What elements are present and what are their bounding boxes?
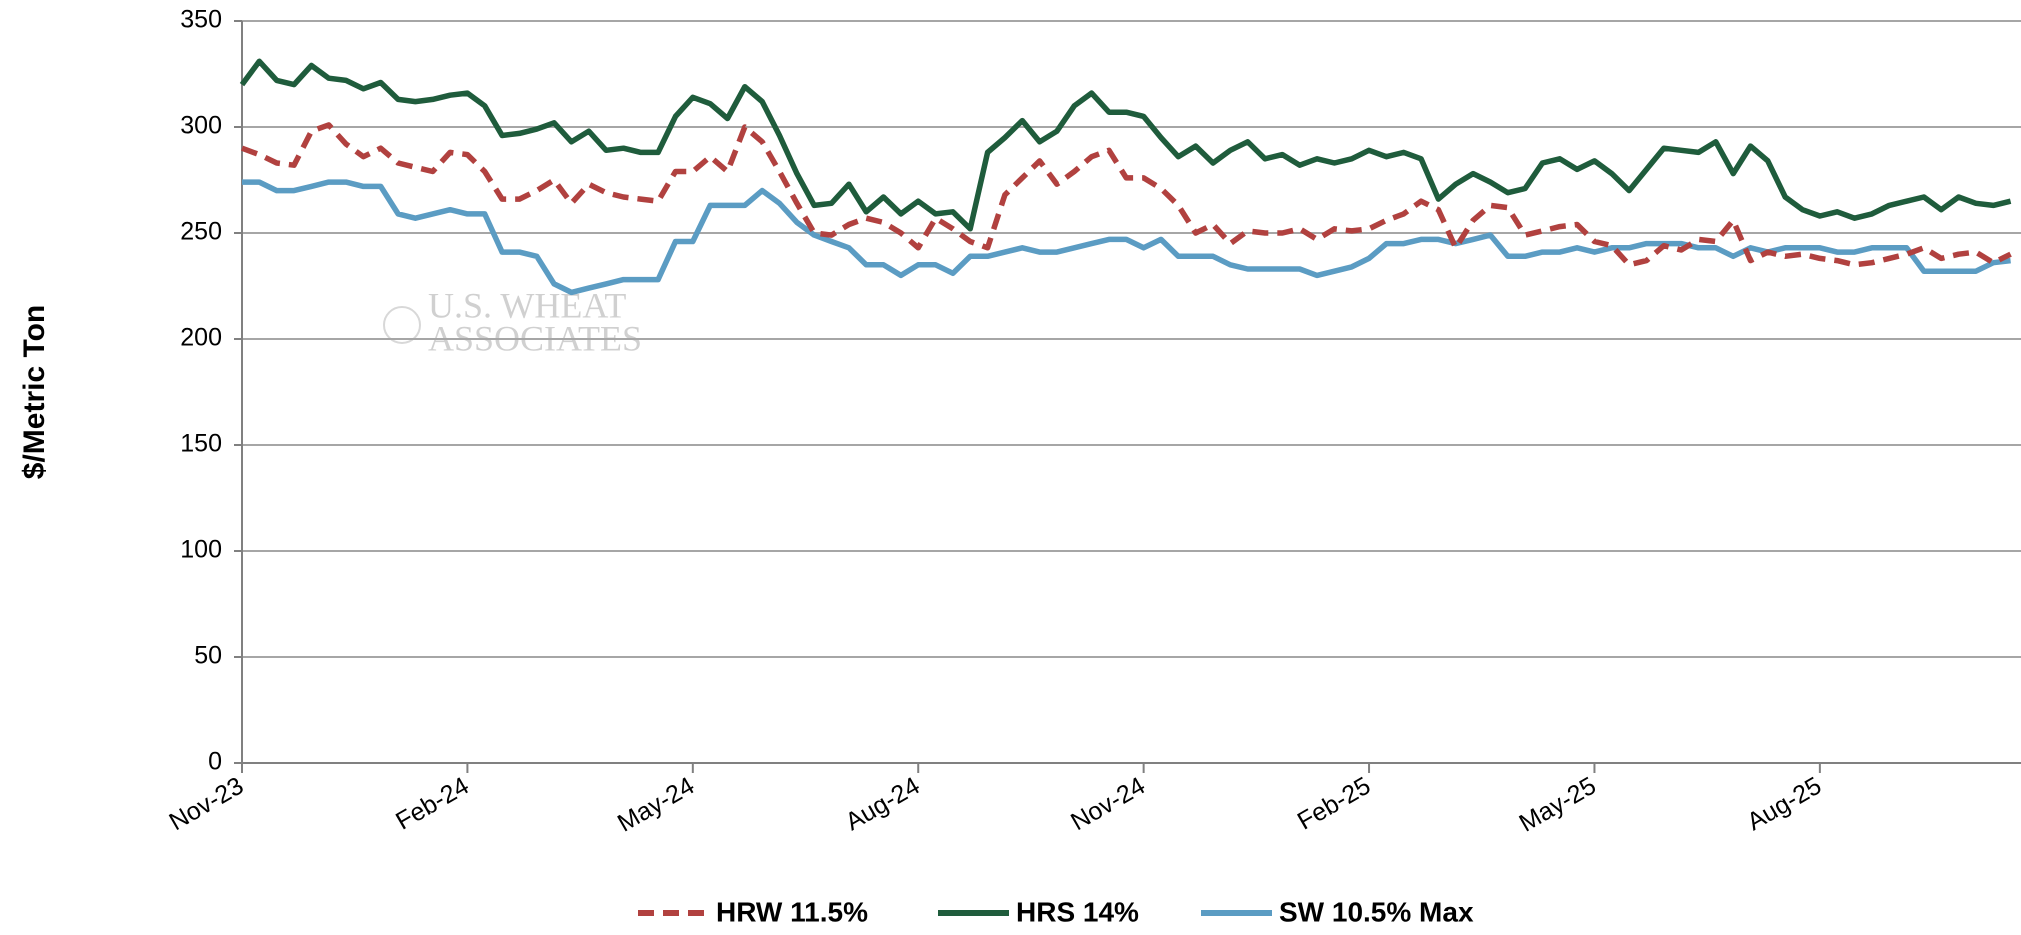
- y-tick-label: 50: [194, 642, 222, 670]
- x-tick-label: Feb-24: [391, 772, 474, 836]
- y-tick-label: 350: [180, 6, 222, 34]
- y-tick-label: 100: [180, 536, 222, 564]
- watermark-text: U.S. WHEAT: [428, 285, 626, 325]
- y-tick-label: 0: [208, 748, 222, 776]
- legend-label: SW 10.5% Max: [1279, 896, 1474, 927]
- x-tick-label: Nov-24: [1066, 772, 1150, 837]
- legend-label: HRW 11.5%: [716, 896, 868, 927]
- series-line: [241, 122, 2012, 268]
- x-tick-label: Feb-25: [1293, 772, 1376, 836]
- x-tick-label: Aug-24: [841, 772, 925, 837]
- y-tick-label: 200: [180, 324, 222, 352]
- x-tick-label: May-25: [1515, 772, 1601, 838]
- y-tick-label: 150: [180, 430, 222, 458]
- legend-label: HRS 14%: [1016, 896, 1139, 927]
- x-tick-label: Nov-23: [165, 772, 249, 837]
- y-tick-label: 300: [180, 112, 222, 140]
- watermark-icon: [383, 306, 421, 344]
- y-tick-label: 250: [180, 218, 222, 246]
- watermark: U.S. WHEAT ASSOCIATES: [383, 285, 642, 358]
- x-tick-label: Aug-25: [1742, 772, 1826, 837]
- x-tick-label: May-24: [613, 772, 699, 838]
- y-axis-label: $/Metric Ton: [18, 305, 51, 479]
- series-line: [239, 58, 2012, 232]
- series-line: [242, 179, 2011, 296]
